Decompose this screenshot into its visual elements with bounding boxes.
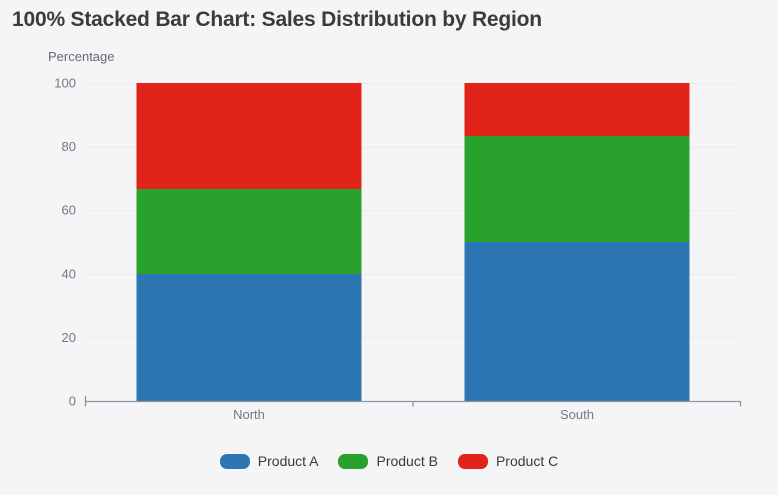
- legend-item: Product A: [219, 453, 319, 469]
- x-category-label: South: [560, 407, 594, 422]
- y-tick-label: 80: [62, 139, 76, 154]
- legend-swatch: [338, 453, 369, 469]
- legend-label: Product C: [495, 453, 559, 469]
- bar-segment: [136, 83, 362, 189]
- y-tick-label: 100: [54, 76, 76, 91]
- legend-item: Product B: [338, 453, 438, 469]
- legend-label: Product A: [257, 453, 319, 469]
- y-tick-label: 60: [62, 203, 76, 218]
- legend-label: Product B: [376, 453, 438, 469]
- bar-segment: [464, 136, 690, 242]
- chart-title: 100% Stacked Bar Chart: Sales Distributi…: [12, 8, 542, 31]
- legend-item: Product C: [457, 453, 559, 469]
- bar-segment: [464, 83, 690, 137]
- y-tick-label: 40: [62, 266, 76, 281]
- bar-segment: [136, 273, 362, 401]
- chart-legend: Product A Product B Product C: [0, 453, 778, 469]
- legend-swatch: [219, 453, 250, 469]
- x-category-label: North: [233, 407, 265, 422]
- y-tick-label: 20: [62, 330, 76, 345]
- bar-segment: [464, 242, 690, 401]
- bar-segment: [136, 188, 362, 274]
- y-axis-title: Percentage: [48, 49, 115, 64]
- legend-swatch: [457, 453, 488, 469]
- y-tick-label: 0: [69, 394, 76, 409]
